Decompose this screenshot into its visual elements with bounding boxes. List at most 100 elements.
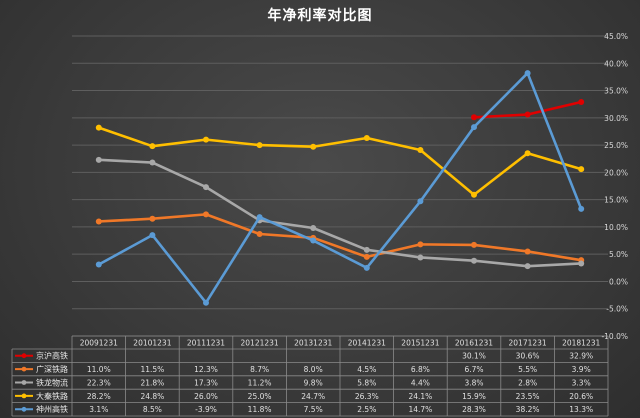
table-value: -3.9%: [195, 405, 217, 414]
table-value: 30.6%: [516, 352, 540, 361]
y-tick-label: 30.0%: [604, 114, 628, 123]
data-point: [417, 241, 424, 248]
table-value: 4.5%: [357, 365, 376, 374]
table-value: 3.8%: [464, 378, 483, 387]
series-line: [98, 213, 582, 262]
data-point: [471, 241, 477, 248]
data-point: [363, 253, 370, 260]
table-value: 2.5%: [357, 405, 376, 414]
table-value: 24.7%: [301, 392, 325, 401]
x-category-label: 20131231: [294, 339, 332, 348]
data-point: [524, 248, 531, 255]
legend-key-marker: [21, 353, 27, 359]
table-value: 38.2%: [516, 405, 540, 414]
y-tick-label: 25.0%: [604, 141, 628, 150]
table-value: 20.6%: [569, 392, 593, 401]
data-point: [256, 231, 263, 237]
data-point: [471, 124, 477, 131]
data-point: [149, 159, 156, 166]
table-value: 3.1%: [89, 405, 108, 414]
data-point: [524, 70, 531, 77]
table-value: 28.3%: [462, 405, 486, 414]
legend-key-marker: [21, 366, 27, 372]
x-category-label: 20111231: [187, 339, 225, 348]
table-value: 26.3%: [355, 392, 379, 401]
table-value: 11.5%: [140, 365, 164, 374]
data-point: [149, 143, 156, 150]
data-point: [578, 260, 585, 267]
table-value: 15.9%: [462, 392, 486, 401]
table-value: 6.8%: [411, 365, 430, 374]
table-value: 23.5%: [516, 392, 540, 401]
y-tick-label: 35.0%: [604, 87, 628, 96]
x-category-label: 20151231: [401, 339, 439, 348]
data-point: [95, 124, 102, 131]
table-value: 5.5%: [518, 365, 537, 374]
data-point: [417, 254, 424, 261]
x-category-label: 20101231: [133, 339, 171, 348]
table-value: 6.7%: [464, 365, 483, 374]
y-tick-label: 5.0%: [609, 250, 628, 259]
table-value: 17.3%: [194, 378, 218, 387]
table-value: 26.0%: [194, 392, 218, 401]
y-tick-label: 20.0%: [604, 168, 628, 177]
data-point: [578, 99, 585, 105]
table-value: 21.8%: [140, 378, 164, 387]
table-value: 24.1%: [408, 392, 432, 401]
data-point: [149, 215, 156, 222]
y-tick-label: 45.0%: [604, 32, 628, 41]
table-value: 11.8%: [248, 405, 272, 414]
legend-key-marker: [21, 380, 27, 385]
data-point: [310, 237, 317, 244]
table-value: 13.3%: [569, 405, 593, 414]
table-value: 8.5%: [143, 405, 162, 414]
table-value: 3.3%: [572, 378, 591, 387]
data-point: [578, 166, 585, 173]
table-value: 5.8%: [357, 378, 376, 387]
x-category-label: 20091231: [80, 339, 118, 348]
y-tick-label: -10.0%: [601, 332, 628, 341]
data-point: [417, 147, 424, 153]
y-tick-label: 40.0%: [604, 59, 628, 68]
table-value: 8.0%: [304, 365, 323, 374]
legend-key-marker: [21, 393, 27, 399]
series-line: [98, 126, 582, 197]
data-point: [524, 111, 531, 118]
data-point: [203, 136, 209, 143]
table-value: 28.2%: [87, 392, 111, 401]
table-value: 32.9%: [569, 352, 593, 361]
data-point: [95, 156, 102, 163]
data-point: [524, 150, 531, 157]
legend-series-name: 大秦铁路: [36, 391, 68, 401]
table-value: 9.8%: [304, 378, 323, 387]
table-value: 2.8%: [518, 378, 537, 387]
data-point: [578, 205, 585, 212]
data-point: [149, 232, 156, 239]
data-point: [471, 114, 477, 121]
legend-series-name: 京沪高铁: [36, 351, 68, 361]
data-point: [524, 263, 531, 270]
x-category-label: 20141231: [348, 339, 386, 348]
y-tick-label: 15.0%: [604, 196, 628, 205]
table-value: 11.0%: [87, 365, 111, 374]
data-point: [471, 257, 477, 264]
table-value: 14.7%: [408, 405, 432, 414]
data-point: [310, 143, 317, 150]
y-tick-label: -5.0%: [606, 305, 628, 314]
data-point: [363, 135, 370, 141]
legend-series-name: 广深铁路: [36, 364, 68, 374]
data-point: [95, 261, 102, 268]
data-point: [95, 218, 102, 225]
table-value: 25.0%: [248, 392, 272, 401]
table-value: 7.5%: [304, 405, 323, 414]
series-line: [98, 158, 582, 268]
data-point: [256, 214, 263, 221]
legend-series-name: 铁龙物流: [36, 377, 68, 387]
series-line: [98, 71, 583, 305]
data-point: [203, 211, 209, 218]
data-point: [310, 225, 317, 231]
y-tick-label: 10.0%: [604, 223, 628, 232]
x-category-label: 20171231: [509, 339, 547, 348]
data-point: [203, 299, 209, 306]
